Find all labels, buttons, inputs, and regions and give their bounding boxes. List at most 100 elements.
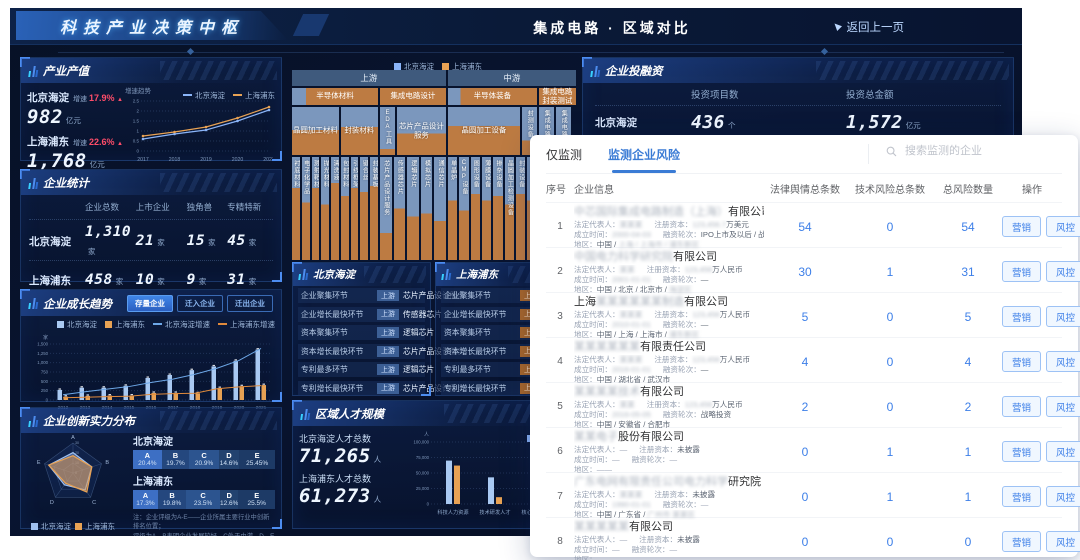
search-input[interactable] xyxy=(903,144,1057,158)
svg-text:25,000: 25,000 xyxy=(416,486,430,491)
ranking-label: 资本增长最快环节 xyxy=(444,346,507,356)
stat-value: 1,310家 xyxy=(85,224,132,256)
stat-value: 15 家 xyxy=(186,233,216,249)
search-box[interactable] xyxy=(886,144,1057,158)
marketing-button[interactable]: 营销 xyxy=(1002,306,1042,327)
growth-filter-button-1[interactable]: 存量企业 xyxy=(127,295,173,312)
risk-control-button[interactable]: 风控 xyxy=(1046,261,1080,282)
marketing-button[interactable]: 营销 xyxy=(1002,261,1042,282)
treemap-column: 键合丝 xyxy=(360,157,369,260)
search-icon xyxy=(886,146,897,156)
group-col-row: 衬底材料 电子化学品 溅射靶材 抛光材料 清洗液 包封材料 引线框架 键合丝 封装基板 xyxy=(292,157,379,260)
risk-control-button[interactable]: 风控 xyxy=(1046,486,1080,507)
risk-control-button[interactable]: 风控 xyxy=(1046,216,1080,237)
company-detail-line: 成立时间：— 融资轮次：— xyxy=(574,545,678,554)
company-info: 某某电子股份有限公司 法定代表人：— 注册资本：未披露 成立时间：— 融资轮次：— 地区：… xyxy=(574,428,764,475)
column-header: 投资项目数 xyxy=(691,90,739,101)
panel-title: 区域人才规模 xyxy=(315,409,384,421)
ranking-row: 专利最多环节 上游 逻辑芯片 xyxy=(298,362,434,377)
group-col-row: 单晶炉CMP设备图形设备薄膜设备掺杂设备晶圆加工检测设备封装设备测试设备 xyxy=(447,157,537,260)
marketing-button[interactable]: 营销 xyxy=(1002,351,1042,372)
stripe-decoration xyxy=(364,266,426,283)
stat-value: 458 家 xyxy=(85,272,124,288)
legend-item: 北京海淀 xyxy=(31,522,71,531)
column-label: 薄膜设备 xyxy=(483,160,490,188)
treemap-column: 芯片产品设计服务 xyxy=(379,157,392,260)
back-link[interactable]: 返回上一页 xyxy=(834,19,904,35)
treemap-column: 包封材料 xyxy=(340,157,349,260)
growth-label: 增速 xyxy=(73,140,87,147)
column-label: 晶圆加工检测设备 xyxy=(506,160,513,216)
risk-control-button[interactable]: 风控 xyxy=(1046,306,1080,327)
panel-title: 企业成长趋势 xyxy=(43,298,112,311)
grade-segment-E: E 25.45% xyxy=(239,450,276,469)
svg-text:1: 1 xyxy=(136,129,139,134)
growth-filter-button-2[interactable]: 迁入企业 xyxy=(177,295,223,312)
stripe-decoration xyxy=(815,61,1009,80)
ranking-label: 资本增长最快环节 xyxy=(301,346,364,356)
treemap-column: 图形设备 xyxy=(470,157,480,260)
treemap-block: 晶圆加工设备 xyxy=(447,107,520,155)
chart-bars-icon xyxy=(590,65,601,77)
svg-text:D: D xyxy=(50,500,54,506)
stat-value: 10 家 xyxy=(135,272,165,288)
output-value: 1,768 xyxy=(27,150,87,172)
legend-item: 北京海淀 xyxy=(394,62,434,71)
legend-item: 北京海淀增速 xyxy=(153,320,210,329)
growth-filter-button-3[interactable]: 迁出企业 xyxy=(227,295,273,312)
block-label: 集成电路测试 xyxy=(560,110,567,152)
panel-enterprise-growth: 企业成长趋势 存量企业 迁入企业 迁出企业 北京海淀 上海浦东 北京海淀增速 上海浦东增速… xyxy=(20,289,282,411)
company-detail-line: 成立时间：2001-01-01 融资轮次：— xyxy=(574,275,709,284)
legal-count: 54 xyxy=(798,219,812,234)
ranking-label: 企业增长最快环节 xyxy=(444,309,507,319)
column-label: 清洗液 xyxy=(332,160,339,181)
treemap-column: 传感器芯片 xyxy=(393,157,406,260)
block-label: 芯片产品设计服务 xyxy=(398,121,444,139)
company-detail-line: 地区：中国 / 安徽省 / 合肥市 xyxy=(574,420,671,429)
svg-text:2020: 2020 xyxy=(232,157,244,163)
row-seq: 2 xyxy=(557,266,563,277)
svg-text:1,000: 1,000 xyxy=(37,360,48,365)
panel-title: 企业统计 xyxy=(43,178,89,190)
back-arrow-icon xyxy=(834,23,842,31)
marketing-button[interactable]: 营销 xyxy=(1002,396,1042,417)
treemap-block: 芯片产品设计服务 xyxy=(396,107,446,155)
row-seq: 8 xyxy=(557,536,563,547)
total-count: 1 xyxy=(964,489,972,504)
panel-title: 企业投融资 xyxy=(605,66,663,78)
legend-swatch xyxy=(105,321,112,328)
ranking-label: 专利最多环节 xyxy=(301,365,348,374)
risk-control-button[interactable]: 风控 xyxy=(1046,441,1080,462)
risk-control-button[interactable]: 风控 xyxy=(1046,351,1080,372)
risk-control-button[interactable]: 风控 xyxy=(1046,396,1080,417)
row-actions: 营销 风控 xyxy=(1002,396,1080,417)
company-detail-line: 地区：中国 / 湖北省 / 武汉市 xyxy=(574,375,671,384)
company-detail-line: 法定代表人：某某 注册资本：123,456万人民币 xyxy=(574,265,743,274)
tab-watch-only[interactable]: 仅监测 xyxy=(546,147,583,162)
treemap-block: 晶圆加工材料 xyxy=(292,107,339,155)
company-name: 某某电子股份有限公司 xyxy=(574,431,684,443)
marketing-button[interactable]: 营销 xyxy=(1002,486,1042,507)
table-row: 6 某某电子股份有限公司 法定代表人：— 注册资本：未披露 成立时间：— 融资轮次：— 地区… xyxy=(546,427,1080,475)
treemap-column: CMP设备 xyxy=(459,157,469,260)
marketing-button[interactable]: 营销 xyxy=(1002,531,1042,552)
output-stats: 北京海淀 增速 17.9% ▲ 982 亿元 上海浦东 增速 22.6% ▲ 1,768 亿… xyxy=(27,85,123,172)
tab-enterprise-risk[interactable]: 监测企业风险 xyxy=(608,135,680,173)
column-label: 逻辑芯片 xyxy=(409,160,416,188)
column-label: 衬底材料 xyxy=(292,160,299,188)
grade-segment-C: C 23.5% xyxy=(186,490,220,509)
legal-count: 4 xyxy=(801,354,809,369)
panel-title-bar: 产业产值 xyxy=(21,58,281,83)
svg-text:家: 家 xyxy=(43,334,48,341)
grade-segment-B: B 19.7% xyxy=(161,450,190,469)
tech-count: 0 xyxy=(886,399,894,414)
ranking-label: 企业增长最快环节 xyxy=(301,309,364,319)
risk-control-button[interactable]: 风控 xyxy=(1046,531,1080,552)
divider xyxy=(29,260,273,261)
marketing-button[interactable]: 营销 xyxy=(1002,216,1042,237)
company-detail-line: 地区：—— xyxy=(574,465,612,474)
svg-text:100,000: 100,000 xyxy=(413,440,429,445)
chart-bars-icon xyxy=(28,298,39,309)
marketing-button[interactable]: 营销 xyxy=(1002,441,1042,462)
